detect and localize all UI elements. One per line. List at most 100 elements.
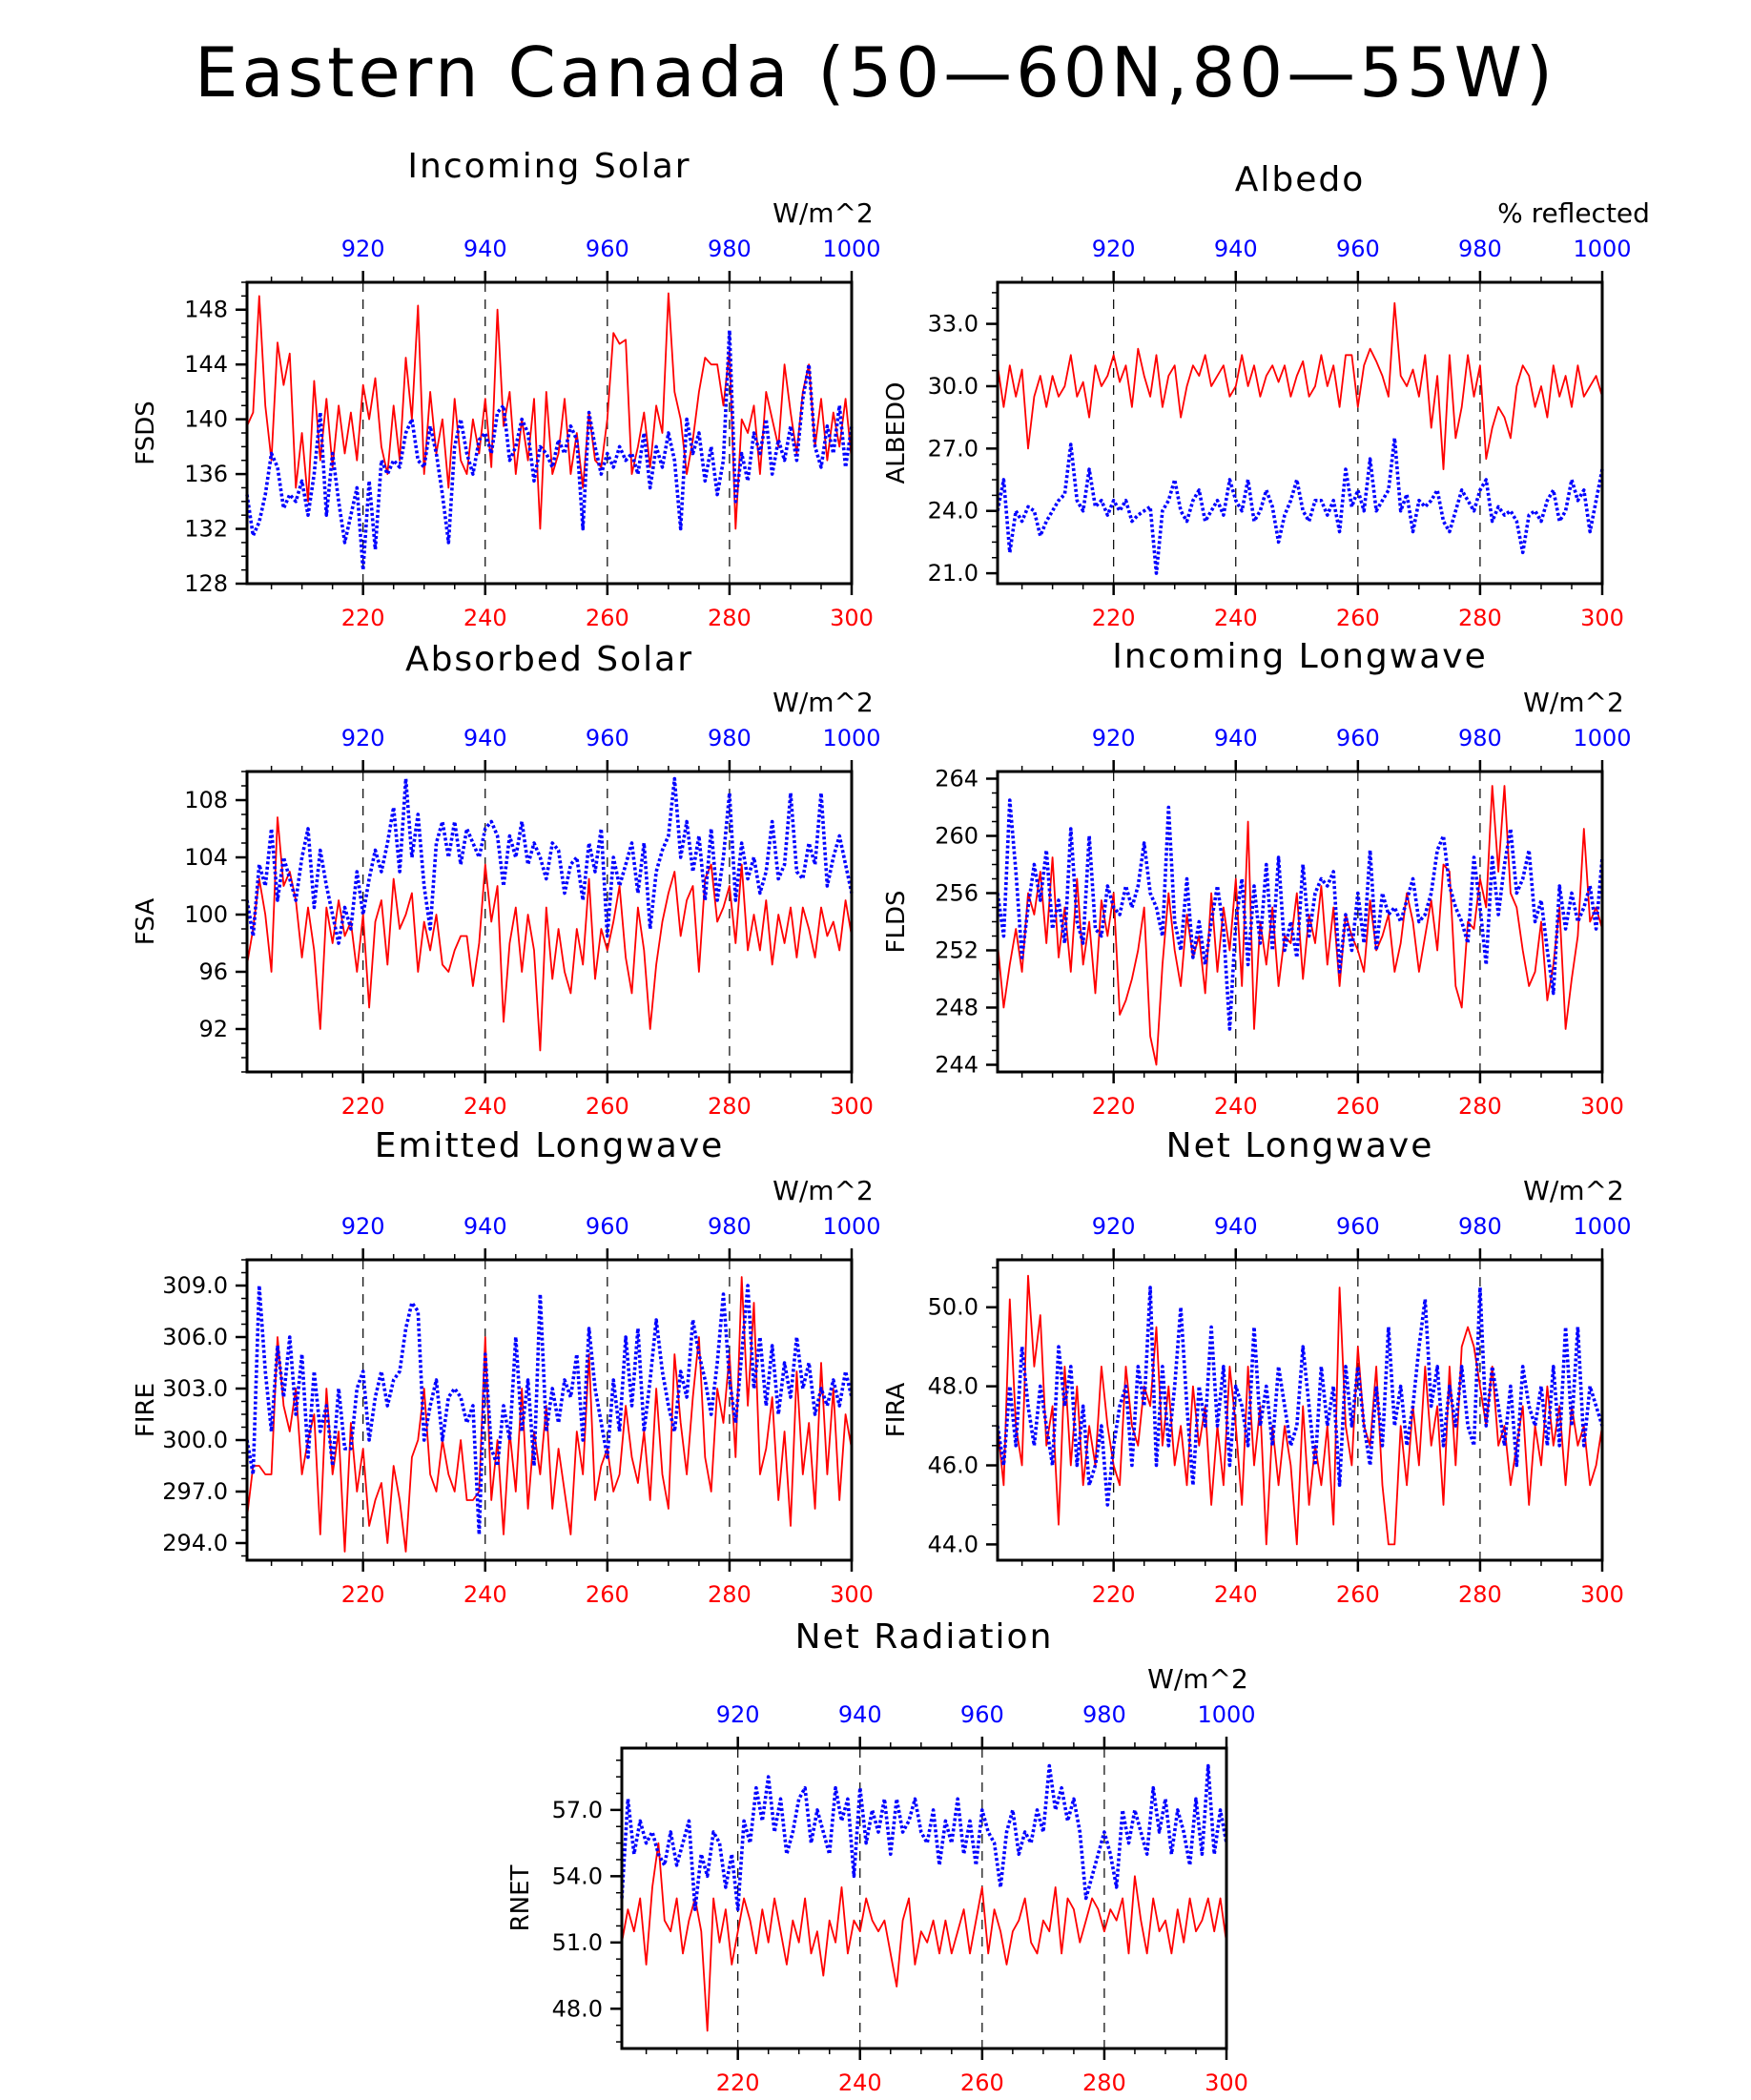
panel-7-toptick-label-5: 1000 [1197,1701,1255,1728]
panel-2-xtick-label-2: 240 [1214,605,1258,631]
panel-5-unit: W/m^2 [772,1175,874,1206]
panel-3-xtick-label-2: 240 [464,1093,507,1120]
panel-3-series-blue [245,776,854,945]
panel-4-xtick-label-2: 240 [1214,1093,1258,1120]
panel-5-xtick-label-1: 220 [341,1581,385,1608]
panel-4-unit: W/m^2 [1523,687,1624,718]
panel-7-toptick-label-4: 980 [1082,1701,1126,1728]
panel-1-ytick-label-4: 140 [184,406,228,433]
panel-5-xtick-label-3: 260 [586,1581,629,1608]
panel-4-ytick-label-5: 260 [935,823,978,850]
panel-6-xtick-label-5: 300 [1580,1581,1624,1608]
panel-2-xtick-label-3: 260 [1336,605,1380,631]
panel-3-xtick-label-5: 300 [830,1093,874,1120]
panel-4: Incoming Longwave W/m^2 FLDS 244 248 252 256 26… [882,637,1632,1120]
panel-7-toptick-label-3: 960 [960,1701,1004,1728]
panel-2-xtick-label-5: 300 [1580,605,1624,631]
panel-3-title: Absorbed Solar [405,640,693,679]
panel-2: Albedo % reflected ALBEDO 21.0 24.0 27.0 30.0 3… [882,160,1650,631]
panel-3-ytick-label-3: 100 [184,901,228,928]
panel-3-unit: W/m^2 [772,687,874,718]
panel-1-xtick-label-3: 260 [586,605,629,631]
panel-4-xtick-label-4: 280 [1458,1093,1502,1120]
panel-5-xtick-label-4: 280 [708,1581,752,1608]
panel-2-ytick-label-2: 24.0 [928,498,978,525]
panel-3-series-red [246,816,853,1052]
panel-4-ytick-label-3: 252 [935,937,978,964]
panel-2-series-red [997,301,1603,471]
panel-2-xtick-label-1: 220 [1092,605,1136,631]
panel-6-ytick-label-3: 48.0 [928,1373,978,1400]
panel-5-ytick-label-3: 300.0 [162,1427,228,1453]
panel-1-ytick-label-6: 148 [184,297,228,323]
panel-6-series-blue [996,1286,1604,1507]
panel-1: Incoming Solar W/m^2 FSDS 128 132 136 140 144 14… [132,147,881,631]
panel-1-xtick-label-4: 280 [708,605,752,631]
panel-7-unit: W/m^2 [1147,1663,1248,1695]
panel-5-toptick-label-4: 980 [708,1213,752,1240]
panel-6-xtick-label-2: 240 [1214,1581,1258,1608]
panel-7-series-blue [620,1763,1228,1911]
panel-7: Net Radiation W/m^2 RNET 48.0 51.0 54.0 57.0 22… [506,1617,1256,2096]
panel-7-toptick-label-2: 940 [838,1701,882,1728]
panel-5-ytick-label-6: 309.0 [162,1272,228,1299]
figure-title: Eastern Canada (50—60N,80—55W) [195,32,1556,113]
panel-7-ytick-label-1: 48.0 [552,1995,603,2022]
panel-7-toptick-label-1: 920 [716,1701,760,1728]
panel-2-ytick-label-1: 21.0 [928,560,978,587]
panel-1-toptick-label-2: 940 [464,236,507,262]
panel-7-title: Net Radiation [795,1617,1054,1657]
panel-7-ytick-label-3: 54.0 [552,1863,603,1889]
panel-4-ytick-label-1: 244 [935,1052,978,1079]
panel-6-toptick-label-1: 920 [1092,1213,1136,1240]
panel-4-toptick-label-5: 1000 [1573,725,1631,751]
panel-4-ytick-label-2: 248 [935,995,978,1021]
panel-5-title: Emitted Longwave [375,1126,725,1165]
panel-2-title: Albedo [1235,160,1366,199]
panel-3-ylabel: FSA [132,898,160,945]
panel-1-toptick-label-4: 980 [708,236,752,262]
panel-4-toptick-label-4: 980 [1458,725,1502,751]
panel-6-ytick-label-2: 46.0 [928,1452,978,1479]
panel-6-xtick-label-1: 220 [1092,1581,1136,1608]
panel-4-ytick-label-4: 256 [935,880,978,907]
panel-7-xtick-label-2: 240 [838,2069,882,2096]
panel-4-frame [996,770,1604,1074]
panel-5-toptick-label-2: 940 [464,1213,507,1240]
panel-6-xtick-label-3: 260 [1336,1581,1380,1608]
panel-1-toptick-label-1: 920 [341,236,385,262]
panel-2-toptick-label-2: 940 [1214,236,1258,262]
panel-6-series-red [997,1274,1603,1546]
panel-4-title: Incoming Longwave [1112,637,1488,676]
panel-6-ylabel: FIRA [882,1383,911,1438]
panel-2-toptick-label-4: 980 [1458,236,1502,262]
panel-5-xtick-label-2: 240 [464,1581,507,1608]
panel-4-ylabel: FLDS [882,891,911,954]
panel-7-xtick-label-1: 220 [716,2069,760,2096]
panel-4-toptick-label-3: 960 [1336,725,1380,751]
panel-7-ytick-label-4: 57.0 [552,1797,603,1823]
panel-1-toptick-label-3: 960 [586,236,629,262]
panel-1-xtick-label-1: 220 [341,605,385,631]
panel-6-xtick-label-4: 280 [1458,1581,1502,1608]
panel-1-series-red [246,292,853,530]
panel-5-ytick-label-5: 306.0 [162,1324,228,1350]
panel-7-xtick-label-3: 260 [960,2069,1004,2096]
panel-2-series-blue [996,436,1604,575]
panel-5-toptick-label-5: 1000 [822,1213,880,1240]
panel-3-ytick-label-1: 92 [198,1016,228,1042]
panel-2-ytick-label-5: 33.0 [928,311,978,338]
panel-5-series-blue [245,1284,854,1536]
panel-6-toptick-label-4: 980 [1458,1213,1502,1240]
panel-1-ytick-label-5: 144 [184,351,228,378]
panel-5-ytick-label-1: 294.0 [162,1530,228,1556]
panel-1-unit: W/m^2 [772,197,874,229]
panel-6-frame [996,1258,1604,1562]
panel-3-xtick-label-3: 260 [586,1093,629,1120]
panel-1-toptick-label-5: 1000 [822,236,880,262]
panel-7-xtick-label-5: 300 [1205,2069,1248,2096]
panel-1-ytick-label-1: 128 [184,570,228,597]
panel-7-ytick-label-2: 51.0 [552,1929,603,1956]
panel-2-toptick-label-3: 960 [1336,236,1380,262]
